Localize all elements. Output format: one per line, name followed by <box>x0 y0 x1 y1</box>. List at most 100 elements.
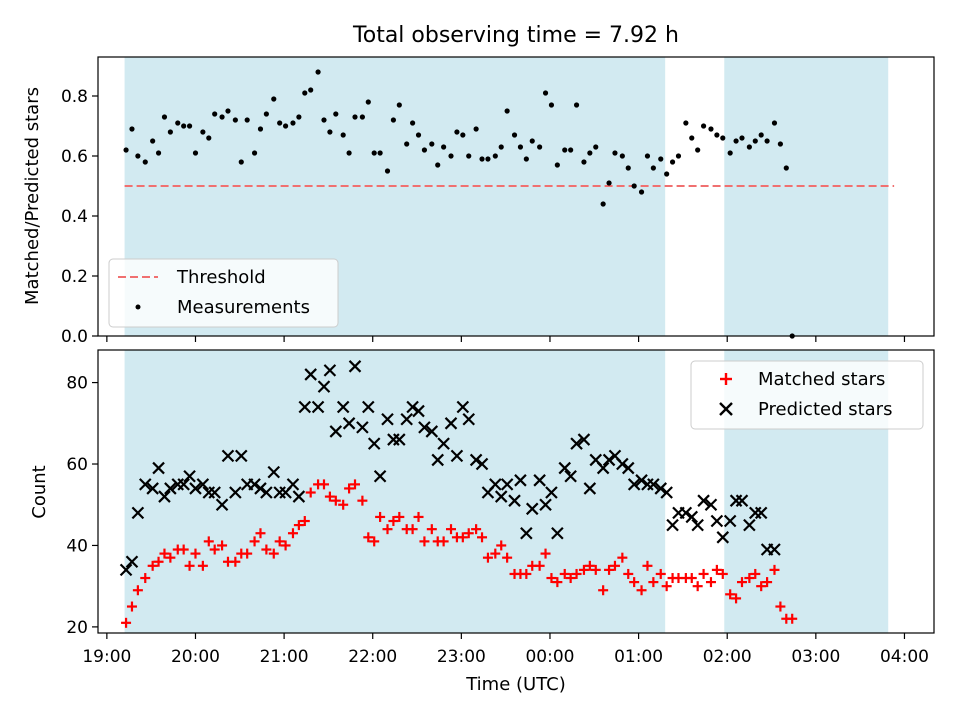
matched-point <box>426 524 437 535</box>
measurement-point <box>548 102 555 108</box>
predicted-point <box>475 457 489 471</box>
measurement-point <box>631 183 637 189</box>
measurement-point <box>271 96 277 102</box>
measurement-point <box>429 141 435 147</box>
y-tick-label: 80 <box>66 374 88 394</box>
predicted-point <box>616 457 629 471</box>
predicted-point <box>525 502 539 516</box>
matched-point <box>711 564 722 575</box>
matched-point <box>744 573 755 584</box>
matched-point <box>274 536 285 547</box>
measurement-point <box>333 111 339 117</box>
predicted-point <box>666 518 679 532</box>
measurement-point <box>257 126 264 132</box>
top-x-ticks <box>106 336 906 342</box>
measurement-point <box>371 150 377 156</box>
matched-point <box>344 483 355 494</box>
figure-title: Total observing time = 7.92 h <box>352 23 679 48</box>
predicted-point <box>437 437 450 450</box>
predicted-point <box>685 510 699 524</box>
matched-point <box>540 548 551 559</box>
legend-matched-swatch <box>720 373 732 385</box>
predicted-point <box>254 482 267 495</box>
matched-point <box>121 617 132 628</box>
matched-point <box>190 548 201 559</box>
bottom-shaded-intervals <box>124 350 889 633</box>
predicted-point <box>635 474 648 487</box>
predicted-point <box>596 461 610 475</box>
matched-point <box>705 577 716 588</box>
matched-point <box>617 552 628 563</box>
measurement-point <box>664 171 670 177</box>
measurement-point <box>746 144 752 150</box>
measurement-point <box>384 168 391 174</box>
predicted-point <box>412 404 425 418</box>
predicted-point <box>425 425 439 438</box>
matched-point <box>490 548 501 559</box>
measurement-points <box>123 69 795 339</box>
matched-point <box>642 560 653 571</box>
predicted-point <box>450 449 464 463</box>
matched-point <box>750 568 761 579</box>
y-tick-label: 60 <box>66 455 88 475</box>
predicted-point <box>317 380 331 393</box>
y-tick-label: 0.4 <box>61 207 88 227</box>
matched-point <box>375 511 386 522</box>
measurement-point <box>600 201 606 207</box>
matched-point <box>636 585 647 596</box>
top-y-axis-label: Matched/Predicted stars <box>22 87 43 305</box>
matched-point <box>584 560 595 571</box>
measurement-point <box>161 114 168 120</box>
predicted-point <box>456 400 470 414</box>
predicted-point <box>508 494 521 507</box>
matched-point <box>184 560 195 571</box>
matched-point <box>209 544 220 555</box>
legend-predicted-label: Predicted stars <box>758 399 892 420</box>
measurement-point <box>466 153 472 159</box>
measurement-point <box>581 159 587 165</box>
x-tick-label: 23:00 <box>437 647 486 667</box>
predicted-point <box>564 469 577 483</box>
matched-point <box>736 577 747 588</box>
predicted-point <box>647 478 660 491</box>
predicted-point <box>146 482 159 495</box>
predicted-point <box>406 400 419 414</box>
matched-point <box>255 528 266 539</box>
predicted-point <box>119 563 133 577</box>
predicted-point <box>367 437 381 450</box>
predicted-point <box>221 449 235 463</box>
measurement-point <box>473 126 479 132</box>
predicted-point <box>654 482 668 495</box>
measurement-point <box>689 135 695 141</box>
predicted-point <box>558 461 572 475</box>
x-tick-label: 21:00 <box>260 647 309 667</box>
measurement-point <box>175 120 181 126</box>
matched-point <box>330 495 341 506</box>
measurement-point <box>135 153 141 159</box>
measurement-point <box>669 159 676 165</box>
bottom-y-ticks: 20 40 60 80 <box>66 374 98 638</box>
predicted-point <box>697 494 710 507</box>
predicted-point <box>286 478 300 491</box>
measurement-point <box>415 132 422 138</box>
predicted-point <box>329 425 343 438</box>
predicted-point <box>304 368 317 381</box>
matched-point <box>496 540 507 551</box>
matched-point <box>609 560 620 571</box>
matched-point <box>153 556 164 567</box>
measurement-point <box>606 180 612 186</box>
matched-point <box>357 495 368 506</box>
measurement-point <box>206 135 212 141</box>
measurement-point <box>181 123 187 129</box>
matched-point <box>140 573 151 584</box>
predicted-point <box>469 453 483 467</box>
bottom-legend: Matched stars Predicted stars <box>690 360 924 430</box>
predicted-point <box>710 514 724 528</box>
matched-point <box>159 548 170 559</box>
predicted-point <box>679 506 693 520</box>
matched-point <box>559 568 570 579</box>
measurement-point <box>327 129 333 135</box>
measurement-point <box>537 144 543 150</box>
matched-point <box>590 564 601 575</box>
x-tick-label: 19:00 <box>82 647 131 667</box>
